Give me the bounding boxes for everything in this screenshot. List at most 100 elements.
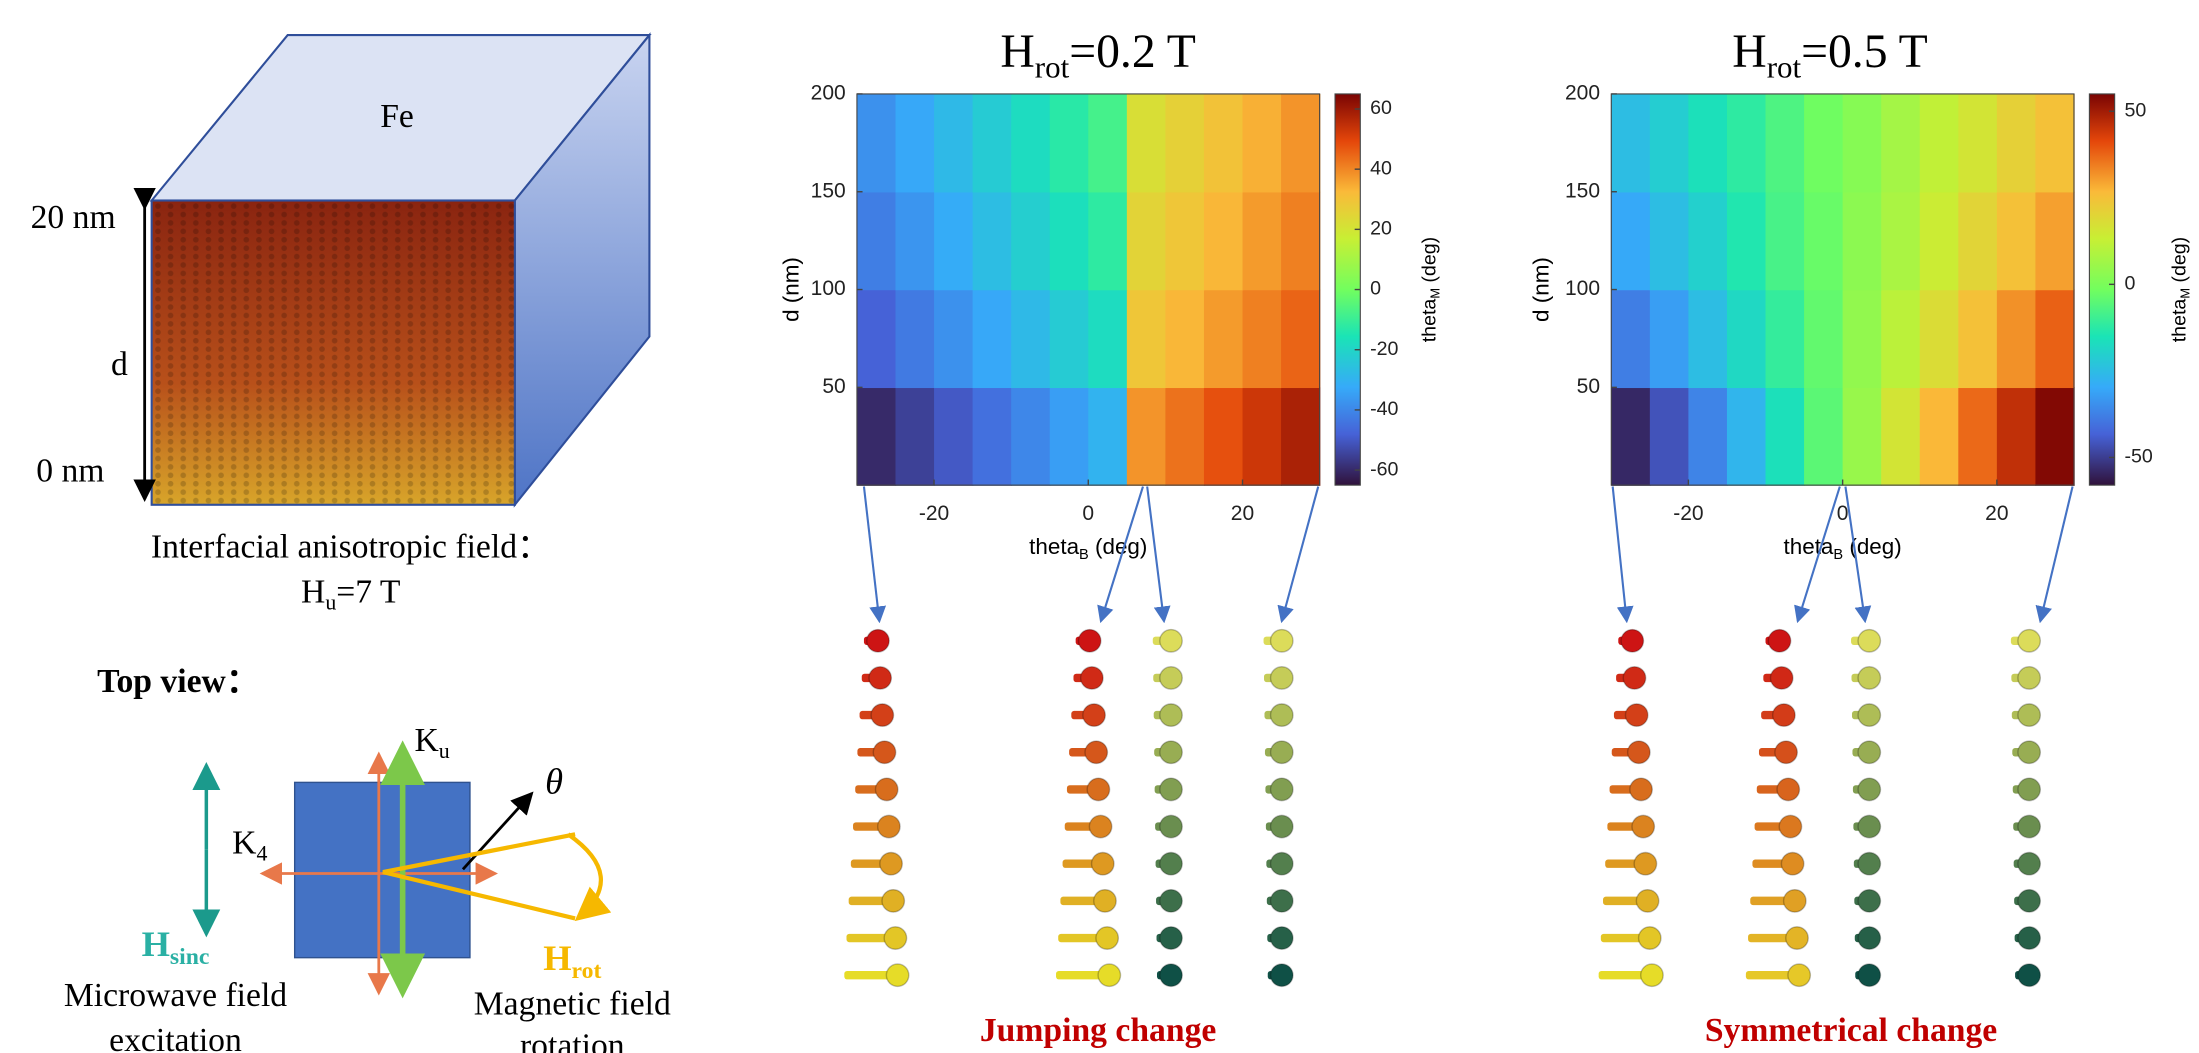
spin-shaft [1599, 971, 1647, 979]
heatmap-cell [2035, 94, 2074, 192]
subscript: 4 [256, 842, 267, 866]
heatmap-cell [1727, 192, 1766, 290]
spin-head [1639, 927, 1661, 949]
heatmap-cell [1204, 192, 1243, 290]
heatmap-cell [1958, 387, 1997, 485]
heatmap-cell [1243, 290, 1282, 388]
heatmap-cell [1611, 94, 1650, 192]
caption: Jumping change [980, 1012, 1217, 1049]
heatmap-cell [1204, 387, 1243, 485]
heatmap-cell [1127, 94, 1166, 192]
spin-head [1078, 630, 1100, 652]
page: Fe 20 nm d 0 nm Interfacial anisotropic … [0, 0, 2199, 1053]
y-tick-label: 100 [1565, 277, 1600, 300]
top-label: 20 nm [31, 199, 116, 236]
colorbar-tick-label: 50 [2124, 99, 2146, 121]
spin-head [1773, 704, 1795, 726]
text-part: theta [1029, 534, 1079, 559]
y-tick-label: 200 [1565, 82, 1600, 105]
colorbar-label: thetaM (deg) [1419, 237, 1443, 342]
spin-head [1089, 815, 1111, 837]
colorbar-tick-label: -60 [1370, 458, 1398, 480]
spin-head [1271, 890, 1293, 912]
spin-head [1777, 778, 1799, 800]
heatmap-cell [1766, 387, 1805, 485]
heatmap-cell [1843, 94, 1882, 192]
heatmap-cell [1611, 290, 1650, 388]
spin-head [1271, 741, 1293, 763]
ku-label: Ku [414, 722, 449, 763]
spin-head [1788, 964, 1810, 986]
heatmap-cell [1881, 387, 1920, 485]
spin-head [1858, 741, 1880, 763]
colorbar-tick-label: 0 [2124, 273, 2135, 295]
colorbar [2089, 94, 2114, 485]
heatmap-cell [2035, 290, 2074, 388]
colorbar-tick-label: 20 [1370, 218, 1392, 240]
spin-shaft [844, 971, 892, 979]
text-part: =0.5 T [1801, 26, 1928, 78]
colorbar-tick-label: -40 [1370, 398, 1398, 420]
heatmap-cell [1165, 192, 1204, 290]
heatmap-cell [1688, 387, 1727, 485]
heatmap-cell [934, 387, 973, 485]
spin-head [1085, 741, 1107, 763]
spin-head [1094, 890, 1116, 912]
spin-head [1858, 667, 1880, 689]
heatmap-cell [1243, 192, 1282, 290]
subscript: rot [1035, 49, 1070, 84]
spin-shaft [1746, 971, 1794, 979]
heatmap-cell [1165, 387, 1204, 485]
heatmap-cell [1920, 387, 1959, 485]
colorbar-tick-label: 0 [1370, 278, 1381, 300]
top-view: Top view： Ku K4 θ Hsinc Hrot Microwave f… [64, 663, 671, 1053]
spin-head [1087, 778, 1109, 800]
d-label: d [111, 346, 128, 383]
spin-head [1083, 704, 1105, 726]
spin-head [869, 667, 891, 689]
text-part: theta [2169, 299, 2191, 343]
x-tick-label: 20 [1231, 502, 1254, 525]
y-axis-label: d (nm) [778, 257, 803, 322]
text-part: K [414, 722, 438, 759]
subscript: sinc [170, 944, 210, 970]
spin-head [1634, 852, 1656, 874]
pointer-line [1282, 487, 1318, 622]
x-axis-label: thetaB (deg) [1784, 534, 1902, 563]
text-part: theta [1419, 299, 1441, 343]
colorbar-tick-label: -20 [1370, 338, 1398, 360]
text-part: =0.2 T [1069, 26, 1196, 78]
microwave-caption: excitation [109, 1022, 242, 1053]
subscript: u [325, 591, 336, 615]
heatmap-cell [1920, 290, 1959, 388]
colorbar-tick-label: 40 [1370, 157, 1392, 179]
heatmap-cell [1011, 387, 1050, 485]
x-tick-label: 0 [1082, 502, 1094, 525]
y-tick-label: 50 [1577, 375, 1600, 398]
rotation-caption: Magnetic field [474, 985, 671, 1022]
spin-head [880, 852, 902, 874]
spin-head [1160, 815, 1182, 837]
y-tick-label: 200 [811, 82, 846, 105]
heatmap-cell [857, 290, 896, 388]
heatmap-cell [1611, 192, 1650, 290]
x-tick-label: 0 [1837, 502, 1849, 525]
heatmap-cell [1881, 290, 1920, 388]
heatmap-cell [1011, 290, 1050, 388]
spin-head [1160, 890, 1182, 912]
top-view-heading: Top view： [97, 663, 259, 700]
heatmap-cell [1243, 94, 1282, 192]
heatmap-cell [895, 290, 934, 388]
spin-head [1160, 964, 1182, 986]
heatmap-cell [895, 387, 934, 485]
heatmap-cell [1804, 387, 1843, 485]
heatmap-cell [1881, 94, 1920, 192]
text-part: (deg) [1089, 534, 1148, 559]
heatmap-cell [1920, 94, 1959, 192]
spin-head [882, 890, 904, 912]
heatmap-cell [1766, 192, 1805, 290]
colorbar-tick-label: 60 [1370, 97, 1392, 119]
heatmap-cell [1727, 94, 1766, 192]
heatmap-cell [934, 192, 973, 290]
heatmap-cell [1165, 290, 1204, 388]
